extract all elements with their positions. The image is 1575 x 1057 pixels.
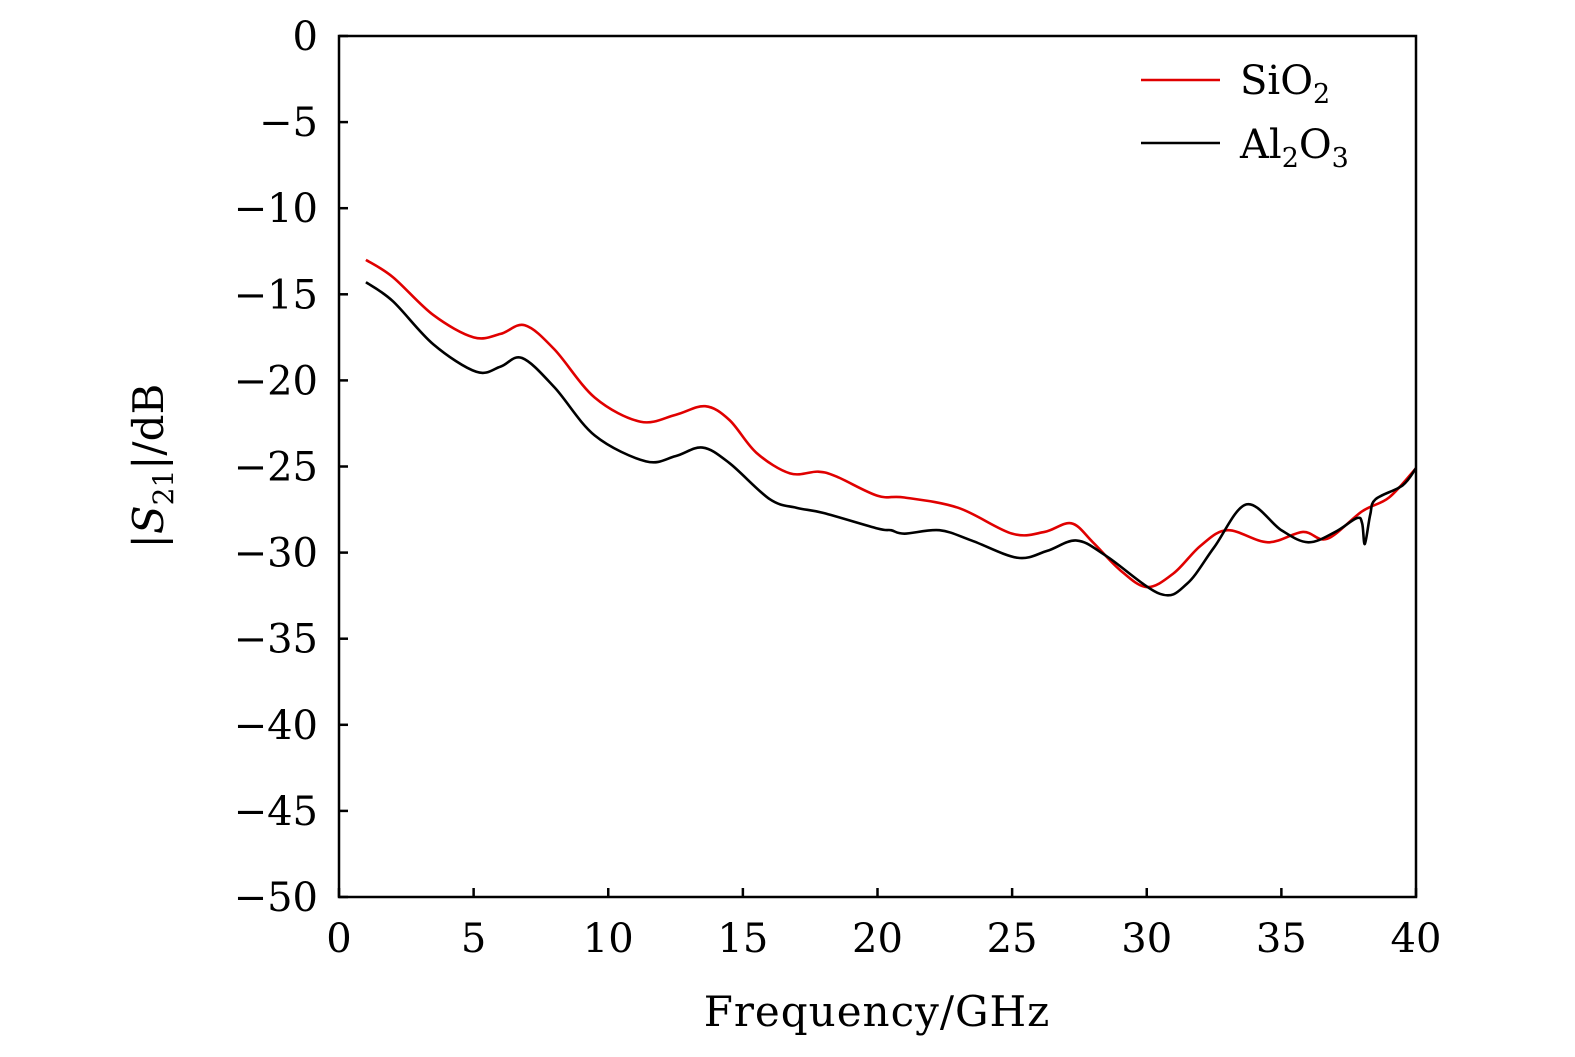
legend-label-al2o3: Al2O3: [1239, 122, 1349, 174]
x-tick-label: 40: [1391, 916, 1442, 962]
series-line-sio2: [365, 258, 1417, 589]
x-tick-label: 25: [987, 916, 1038, 962]
y-tick-label: 0: [293, 14, 318, 60]
y-tick-label: −25: [234, 445, 318, 491]
series-line-al2o3: [365, 281, 1418, 597]
x-tick-label: 15: [717, 916, 768, 962]
y-tick-label: −30: [234, 531, 318, 577]
y-tick-label: −45: [234, 789, 318, 835]
y-axis-label: |S21|/dB: [124, 384, 180, 549]
x-tick-label: 5: [461, 916, 486, 962]
x-axis-ticks: 0 5 10 15 20 25 30 35 40: [326, 888, 1441, 962]
legend: SiO2 Al2O3: [1141, 58, 1349, 174]
x-tick-label: 30: [1121, 916, 1172, 962]
plot-lines: [365, 258, 1418, 597]
y-tick-label: −20: [234, 358, 318, 404]
x-axis-label: Frequency/GHz: [704, 987, 1051, 1036]
y-tick-label: −15: [234, 272, 318, 318]
y-tick-label: −35: [234, 617, 318, 663]
x-tick-label: 0: [326, 916, 351, 962]
x-tick-label: 35: [1256, 916, 1307, 962]
y-tick-label: −10: [234, 186, 318, 232]
y-tick-label: −50: [234, 875, 318, 921]
x-tick-label: 10: [583, 916, 634, 962]
y-axis-ticks: 0 −5 −10 −15 −20 −25 −30 −35 −40 −45 −50: [234, 14, 348, 921]
y-tick-label: −5: [259, 100, 318, 146]
y-tick-label: −40: [234, 703, 318, 749]
legend-label-sio2: SiO2: [1240, 58, 1330, 110]
x-tick-label: 20: [852, 916, 903, 962]
